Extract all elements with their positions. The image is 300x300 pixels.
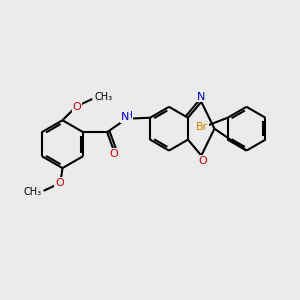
Text: CH₃: CH₃ — [94, 92, 112, 103]
Text: N: N — [121, 112, 129, 122]
Text: O: O — [110, 149, 118, 159]
Text: O: O — [73, 102, 82, 112]
Text: O: O — [55, 178, 64, 188]
Text: Br: Br — [196, 122, 208, 131]
Text: CH₃: CH₃ — [23, 187, 41, 197]
Text: N: N — [197, 92, 206, 102]
Text: H: H — [125, 111, 132, 120]
Text: O: O — [198, 156, 207, 166]
